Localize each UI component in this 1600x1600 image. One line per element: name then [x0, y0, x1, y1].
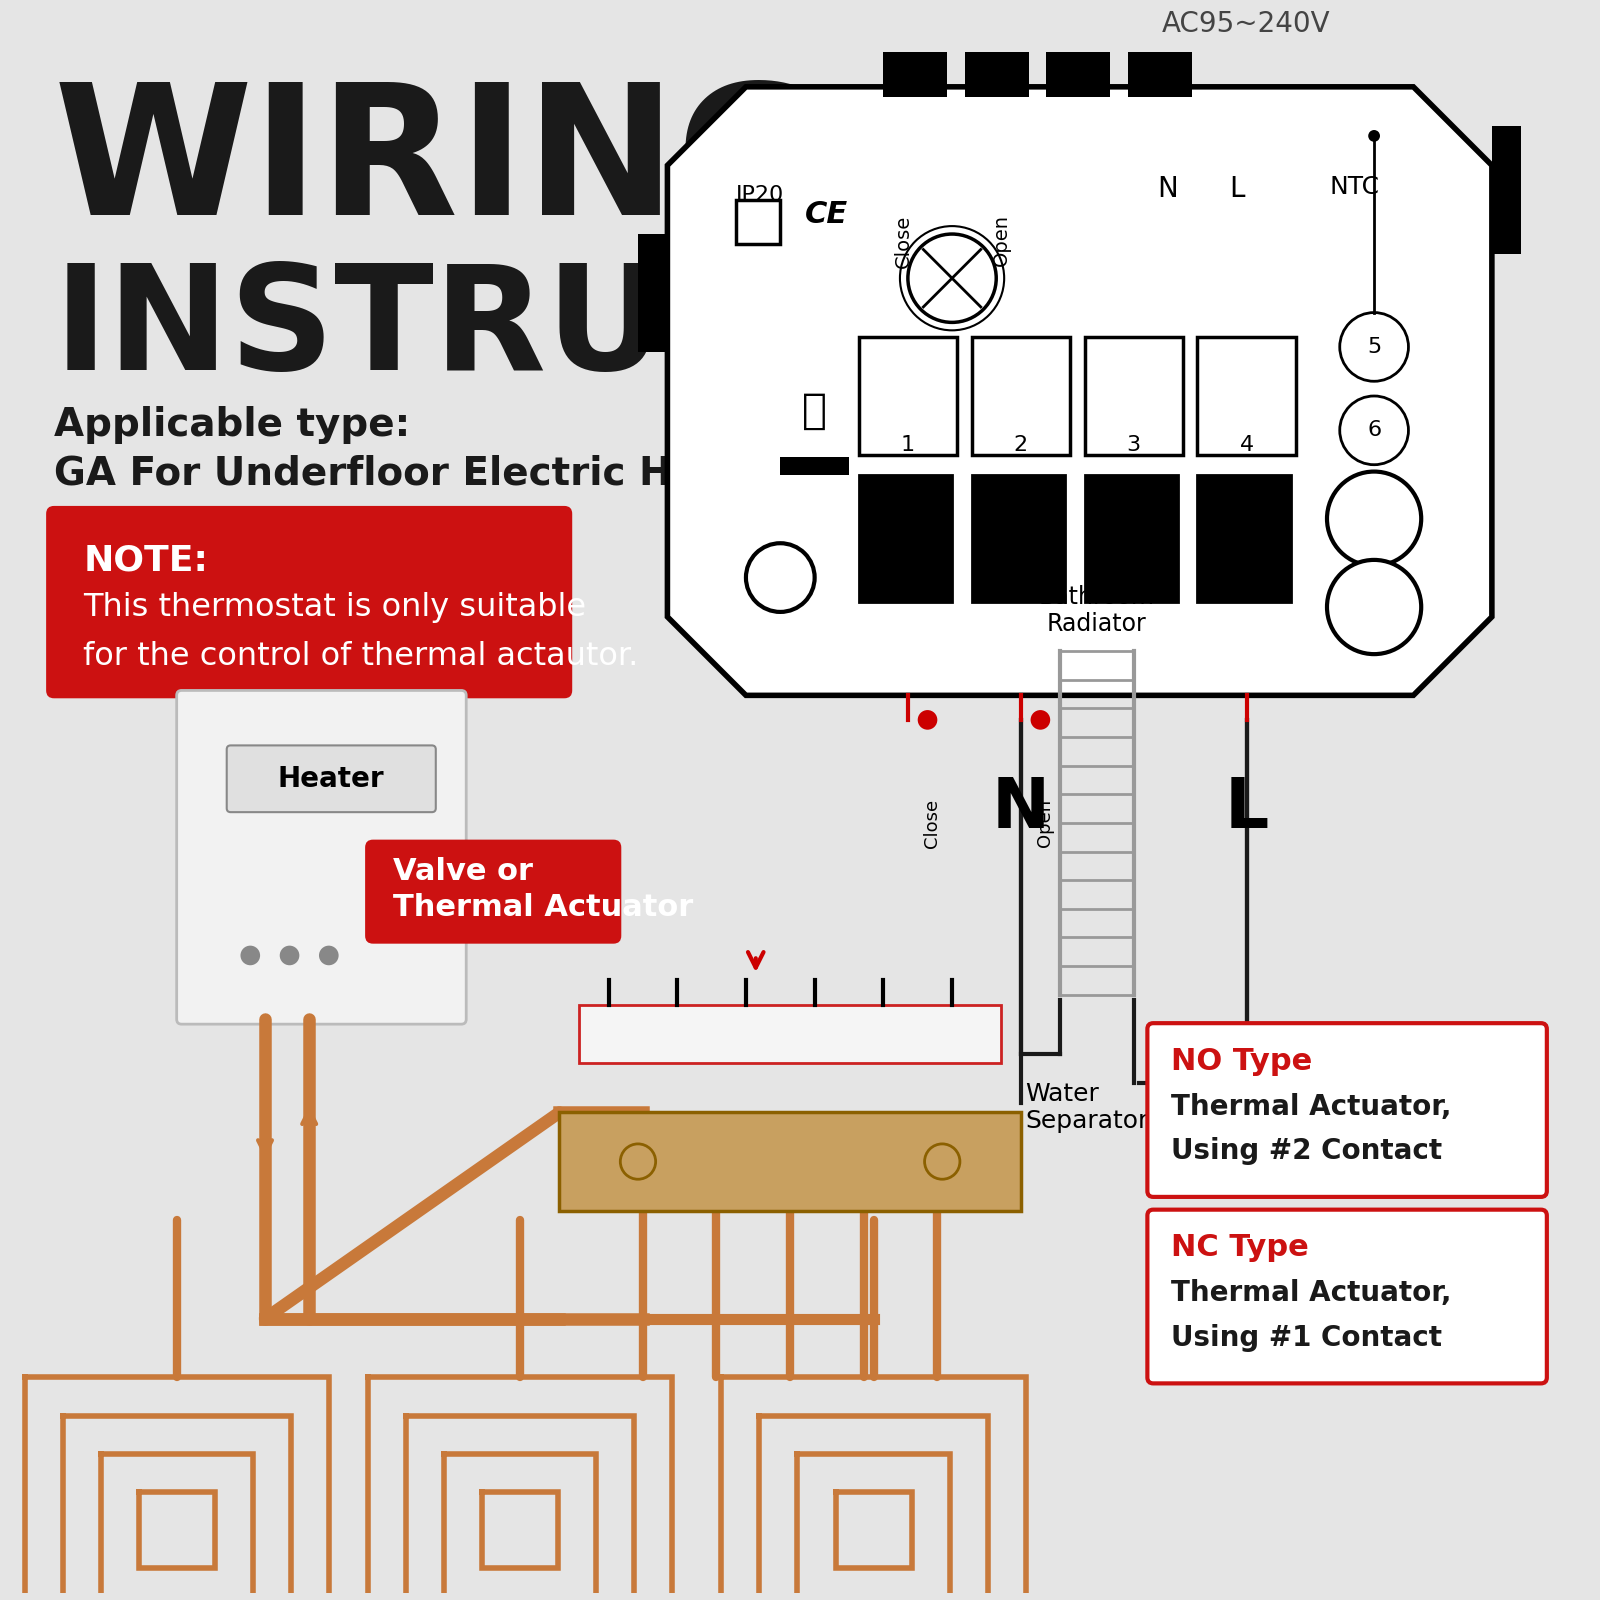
Text: IP20: IP20 — [736, 186, 784, 205]
Circle shape — [318, 946, 339, 965]
Text: Applicable type:: Applicable type: — [54, 406, 410, 443]
Text: Heater: Heater — [278, 765, 384, 792]
Text: N: N — [992, 774, 1050, 842]
Text: CE: CE — [805, 200, 848, 229]
Text: NO Type: NO Type — [1171, 1046, 1312, 1075]
Text: Open: Open — [1037, 798, 1054, 846]
Text: This thermostat is only suitable: This thermostat is only suitable — [83, 592, 587, 624]
Circle shape — [746, 544, 814, 611]
Circle shape — [1339, 395, 1408, 464]
Bar — [1491, 126, 1522, 254]
FancyBboxPatch shape — [1147, 1210, 1547, 1384]
Bar — [560, 1112, 1021, 1211]
Bar — [859, 338, 957, 454]
Text: for the control of thermal actautor.: for the control of thermal actautor. — [83, 642, 638, 672]
Text: 3: 3 — [1126, 435, 1141, 456]
Text: Close: Close — [893, 214, 912, 267]
Circle shape — [1339, 312, 1408, 381]
Bar — [1197, 338, 1296, 454]
Text: Using #1 Contact: Using #1 Contact — [1171, 1323, 1442, 1352]
Text: Thermal Actuator,: Thermal Actuator, — [1171, 1280, 1451, 1307]
Bar — [579, 1005, 1002, 1064]
FancyBboxPatch shape — [365, 840, 621, 944]
Bar — [638, 234, 667, 352]
Bar — [781, 458, 850, 475]
Circle shape — [1030, 710, 1050, 730]
Circle shape — [1326, 560, 1421, 654]
Text: L: L — [1229, 174, 1245, 203]
FancyBboxPatch shape — [46, 506, 573, 698]
FancyBboxPatch shape — [227, 746, 435, 813]
Bar — [1085, 338, 1182, 454]
Text: 4: 4 — [1240, 435, 1253, 456]
Text: NTC: NTC — [1330, 174, 1379, 198]
Circle shape — [1326, 472, 1421, 566]
Bar — [965, 53, 1029, 96]
Text: Thermal Actuator,: Thermal Actuator, — [1171, 1093, 1451, 1122]
Circle shape — [240, 946, 261, 965]
Text: 1: 1 — [901, 435, 915, 456]
Text: Water
Separator: Water Separator — [1026, 1082, 1149, 1133]
Bar — [971, 475, 1066, 602]
Bar — [1128, 53, 1192, 96]
Circle shape — [1368, 130, 1379, 142]
Text: INSTRUCTIONS: INSTRUCTIONS — [54, 259, 1277, 400]
FancyBboxPatch shape — [1147, 1022, 1547, 1197]
Bar — [859, 475, 952, 602]
Text: WIRING: WIRING — [54, 77, 826, 253]
Text: Using #2 Contact: Using #2 Contact — [1171, 1138, 1442, 1165]
Text: N: N — [1158, 174, 1178, 203]
Bar — [736, 200, 781, 243]
Bar — [1085, 475, 1178, 602]
Circle shape — [918, 710, 938, 730]
Text: Close: Close — [923, 798, 941, 848]
Text: 🗑: 🗑 — [802, 390, 827, 432]
Circle shape — [621, 1144, 656, 1179]
Circle shape — [907, 234, 997, 322]
Bar — [1197, 475, 1291, 602]
Bar — [971, 338, 1070, 454]
Text: Open: Open — [992, 214, 1011, 267]
Text: 6: 6 — [1366, 421, 1381, 440]
Text: NC Type: NC Type — [1171, 1234, 1309, 1262]
Circle shape — [925, 1144, 960, 1179]
Text: AC95~240V: AC95~240V — [1162, 10, 1331, 38]
Text: Valve or
Thermal Actuator: Valve or Thermal Actuator — [392, 858, 693, 922]
Bar — [1046, 53, 1110, 96]
Circle shape — [280, 946, 299, 965]
Text: 5: 5 — [1366, 338, 1381, 357]
Text: GA For Underfloor Electric Heating: GA For Underfloor Electric Heating — [54, 454, 811, 493]
Text: Bathroom
Radiator: Bathroom Radiator — [1038, 584, 1155, 637]
Bar — [883, 53, 947, 96]
Text: NOTE:: NOTE: — [83, 544, 208, 578]
FancyBboxPatch shape — [176, 691, 466, 1024]
Text: 2: 2 — [1014, 435, 1027, 456]
Text: L: L — [1224, 774, 1269, 842]
Polygon shape — [667, 86, 1491, 696]
